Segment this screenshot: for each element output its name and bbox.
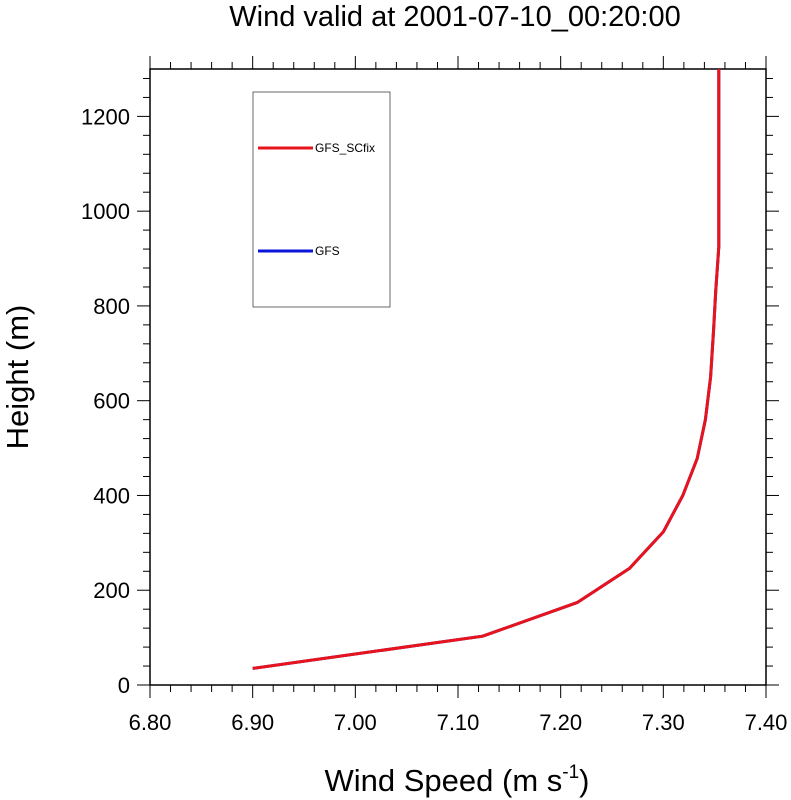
y-tick-label: 1000 [81, 199, 130, 224]
plot-frame [149, 68, 767, 686]
x-tick-label: 7.10 [437, 710, 480, 735]
x-tick-label: 6.80 [129, 710, 172, 735]
x-tick-label: 7.30 [642, 710, 685, 735]
x-axis-tick-labels: 6.80 6.90 7.00 7.10 7.20 7.30 7.40 [129, 710, 788, 735]
plot-border [149, 68, 767, 686]
y-axis-ticks [137, 77, 779, 686]
x-tick-label: 7.00 [334, 710, 377, 735]
legend-label-gfs-scfix: GFS_SCfix [315, 141, 375, 155]
y-tick-label: 400 [93, 483, 130, 508]
series-lines [252, 69, 721, 670]
y-tick-label: 600 [93, 389, 130, 414]
x-axis-title: Wind Speed (m s-1) [325, 762, 590, 798]
y-tick-label: 0 [118, 673, 130, 698]
series-line-gfs-scfix [252, 69, 721, 670]
y-axis-tick-labels: 0 200 400 600 800 1000 1200 [81, 104, 130, 698]
y-axis-title: Height (m) [0, 305, 35, 450]
legend-label-gfs: GFS [315, 244, 340, 258]
chart-title: Wind valid at 2001-07-10_00:20:00 [229, 1, 680, 33]
x-tick-label: 6.90 [231, 710, 274, 735]
x-axis-title-suffix: ) [579, 763, 589, 798]
x-axis-title-superscript: -1 [562, 762, 579, 783]
x-tick-label: 7.40 [745, 710, 788, 735]
legend-box [252, 91, 391, 308]
y-tick-label: 800 [93, 294, 130, 319]
legend: GFS_SCfix GFS [252, 91, 391, 308]
x-axis-ticks [149, 56, 767, 698]
y-tick-label: 200 [93, 578, 130, 603]
y-tick-label: 1200 [81, 104, 130, 129]
x-tick-label: 7.20 [539, 710, 582, 735]
